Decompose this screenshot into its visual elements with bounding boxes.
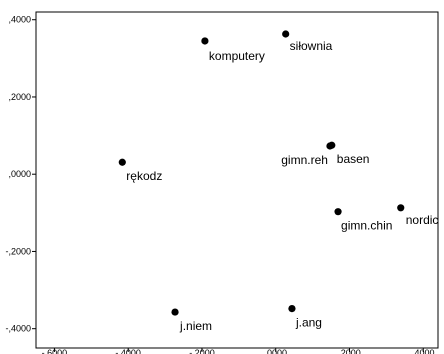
- y-tick-label: -,4000: [5, 324, 31, 334]
- y-tick-label: ,0000: [8, 169, 31, 179]
- data-points: [118, 30, 405, 316]
- point-label: j.niem: [179, 319, 212, 333]
- data-point: [201, 37, 209, 45]
- data-point: [118, 158, 126, 166]
- data-point: [171, 308, 179, 316]
- data-point: [397, 204, 405, 212]
- point-label: nordic: [406, 213, 439, 227]
- x-tick-label: -,6000: [42, 348, 68, 354]
- y-axis: ,4000 ,2000 ,0000 -,2000 -,4000: [5, 15, 36, 334]
- x-tick-label: -,4000: [115, 348, 141, 354]
- data-point: [328, 141, 336, 149]
- point-label: rękodz: [126, 169, 162, 183]
- point-label: siłownia: [290, 39, 333, 53]
- data-point: [334, 208, 342, 216]
- y-tick-label: -,2000: [5, 246, 31, 256]
- x-tick-label: -,2000: [189, 348, 215, 354]
- x-axis: -,6000 -,4000 -,2000 ,0000 ,2000 ,4000: [42, 348, 435, 354]
- point-label: basen: [337, 152, 370, 166]
- data-point: [288, 305, 296, 313]
- point-label: j.ang: [295, 316, 322, 330]
- y-tick-label: ,4000: [8, 15, 31, 25]
- point-labels: komputery siłownia gimn.reh basen rękodz gimn…: [126, 39, 438, 333]
- x-tick-label: ,4000: [412, 348, 435, 354]
- plot-frame: [35, 11, 439, 349]
- point-label: komputery: [209, 49, 265, 63]
- x-tick-label: ,2000: [338, 348, 361, 354]
- point-label: gimn.chin: [341, 219, 392, 233]
- data-point: [282, 30, 290, 38]
- x-tick-label: ,0000: [264, 348, 287, 354]
- y-tick-label: ,2000: [8, 92, 31, 102]
- point-label: gimn.reh: [281, 153, 328, 167]
